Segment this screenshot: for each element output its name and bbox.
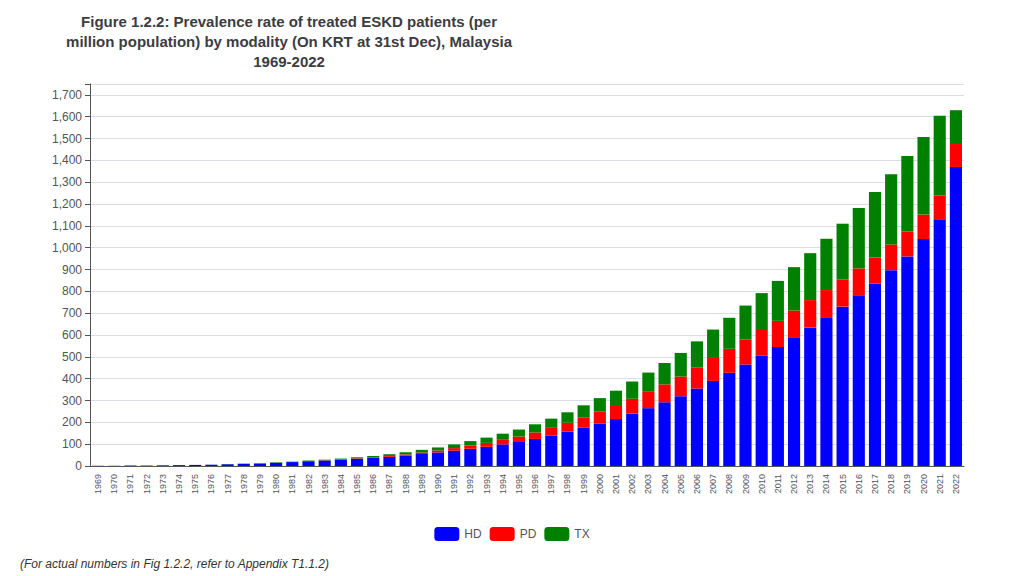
svg-text:2017: 2017 bbox=[870, 474, 880, 494]
svg-text:(For actual numbers in Fig 1.2: (For actual numbers in Fig 1.2.2, refer … bbox=[20, 557, 329, 571]
svg-text:1983: 1983 bbox=[320, 474, 330, 494]
svg-text:1,600: 1,600 bbox=[52, 110, 82, 124]
svg-text:700: 700 bbox=[62, 306, 82, 320]
svg-text:HD: HD bbox=[464, 527, 482, 541]
svg-text:Figure 1.2.2: Prevalence rate: Figure 1.2.2: Prevalence rate of treated… bbox=[81, 13, 497, 30]
svg-text:2013: 2013 bbox=[805, 474, 815, 494]
svg-text:2009: 2009 bbox=[741, 474, 751, 494]
svg-text:2010: 2010 bbox=[757, 474, 767, 494]
svg-text:1971: 1971 bbox=[125, 474, 135, 494]
svg-text:TX: TX bbox=[574, 527, 589, 541]
svg-text:1977: 1977 bbox=[223, 474, 233, 494]
svg-text:1988: 1988 bbox=[401, 474, 411, 494]
svg-text:1973: 1973 bbox=[158, 474, 168, 494]
svg-text:2015: 2015 bbox=[838, 474, 848, 494]
svg-text:1981: 1981 bbox=[287, 474, 297, 494]
svg-text:2006: 2006 bbox=[692, 474, 702, 494]
svg-text:1,100: 1,100 bbox=[52, 219, 82, 233]
svg-text:2019: 2019 bbox=[902, 474, 912, 494]
svg-text:2014: 2014 bbox=[821, 474, 831, 494]
svg-text:1993: 1993 bbox=[482, 474, 492, 494]
svg-text:400: 400 bbox=[62, 372, 82, 386]
svg-text:1998: 1998 bbox=[562, 474, 572, 494]
svg-text:1976: 1976 bbox=[206, 474, 216, 494]
svg-text:1,000: 1,000 bbox=[52, 241, 82, 255]
svg-text:million population) by modalit: million population) by modality (On KRT … bbox=[66, 33, 513, 50]
svg-text:1999: 1999 bbox=[579, 474, 589, 494]
svg-text:2008: 2008 bbox=[724, 474, 734, 494]
svg-text:2016: 2016 bbox=[854, 474, 864, 494]
svg-text:1975: 1975 bbox=[190, 474, 200, 494]
svg-text:1980: 1980 bbox=[271, 474, 281, 494]
svg-text:1989: 1989 bbox=[417, 474, 427, 494]
svg-text:2021: 2021 bbox=[935, 474, 945, 494]
svg-text:800: 800 bbox=[62, 284, 82, 298]
svg-text:1991: 1991 bbox=[449, 474, 459, 494]
svg-text:1984: 1984 bbox=[336, 474, 346, 494]
svg-text:1,400: 1,400 bbox=[52, 153, 82, 167]
svg-text:2022: 2022 bbox=[951, 474, 961, 494]
svg-text:2003: 2003 bbox=[643, 474, 653, 494]
svg-text:2011: 2011 bbox=[773, 474, 783, 493]
svg-text:1992: 1992 bbox=[465, 474, 475, 494]
svg-text:PD: PD bbox=[520, 527, 537, 541]
svg-text:1979: 1979 bbox=[255, 474, 265, 494]
svg-text:1987: 1987 bbox=[384, 474, 394, 494]
svg-text:1986: 1986 bbox=[368, 474, 378, 494]
svg-text:2007: 2007 bbox=[708, 474, 718, 494]
svg-text:2005: 2005 bbox=[676, 474, 686, 494]
svg-text:1985: 1985 bbox=[352, 474, 362, 494]
svg-text:1990: 1990 bbox=[433, 474, 443, 494]
svg-text:1970: 1970 bbox=[109, 474, 119, 494]
svg-text:1996: 1996 bbox=[530, 474, 540, 494]
svg-text:1997: 1997 bbox=[546, 474, 556, 494]
svg-text:100: 100 bbox=[62, 437, 82, 451]
svg-text:1,700: 1,700 bbox=[52, 88, 82, 102]
svg-text:2000: 2000 bbox=[595, 474, 605, 494]
svg-text:1978: 1978 bbox=[239, 474, 249, 494]
svg-text:2012: 2012 bbox=[789, 474, 799, 494]
svg-text:2002: 2002 bbox=[627, 474, 637, 494]
svg-text:0: 0 bbox=[75, 459, 82, 473]
svg-text:600: 600 bbox=[62, 328, 82, 342]
svg-text:500: 500 bbox=[62, 350, 82, 364]
svg-text:1994: 1994 bbox=[498, 474, 508, 494]
svg-text:1995: 1995 bbox=[514, 474, 524, 494]
svg-text:1969: 1969 bbox=[93, 474, 103, 494]
svg-text:1974: 1974 bbox=[174, 474, 184, 494]
svg-text:1,500: 1,500 bbox=[52, 132, 82, 146]
svg-text:2018: 2018 bbox=[886, 474, 896, 494]
svg-text:2020: 2020 bbox=[919, 474, 929, 494]
svg-text:2004: 2004 bbox=[660, 474, 670, 494]
svg-text:200: 200 bbox=[62, 415, 82, 429]
svg-text:1,300: 1,300 bbox=[52, 175, 82, 189]
svg-text:900: 900 bbox=[62, 263, 82, 277]
svg-text:1,200: 1,200 bbox=[52, 197, 82, 211]
svg-text:1982: 1982 bbox=[304, 474, 314, 494]
svg-text:1969-2022: 1969-2022 bbox=[253, 53, 325, 70]
svg-text:300: 300 bbox=[62, 394, 82, 408]
svg-text:2001: 2001 bbox=[611, 474, 621, 494]
svg-text:1972: 1972 bbox=[142, 474, 152, 494]
